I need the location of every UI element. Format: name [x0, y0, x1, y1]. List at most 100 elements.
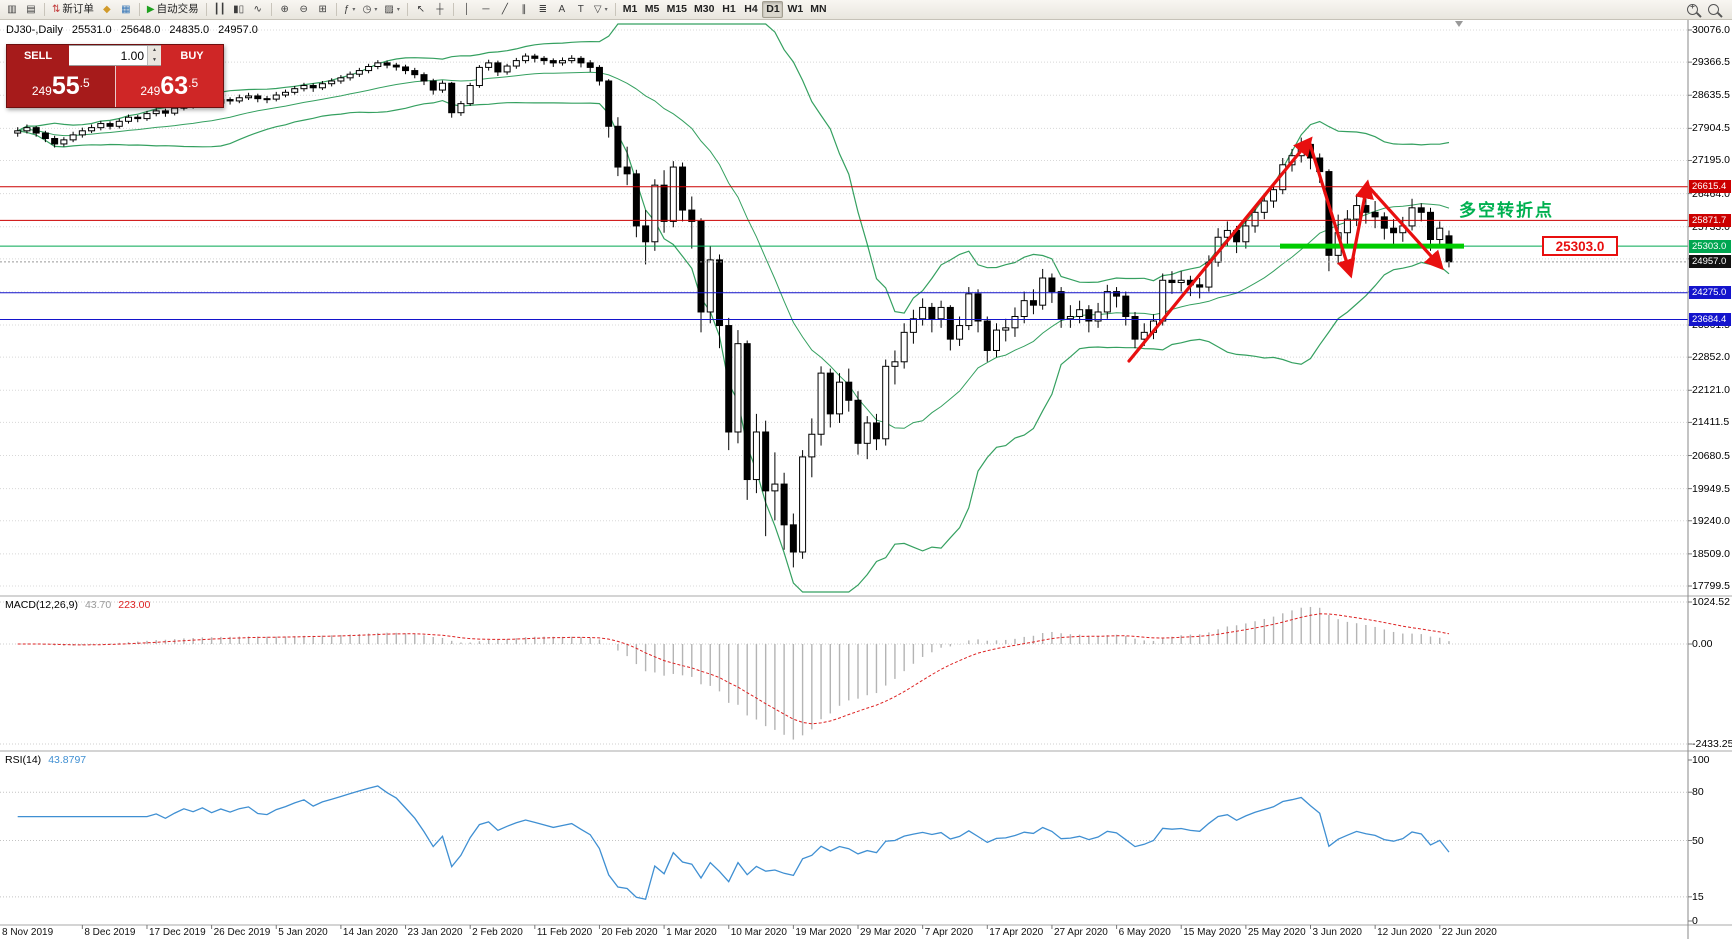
fibonacci-icon-glyph: ≣ — [538, 3, 548, 15]
vertical-line-icon[interactable]: │ — [458, 1, 476, 18]
candle-body — [522, 55, 530, 62]
price-scale-label: 19949.5 — [1692, 482, 1730, 495]
trend-arrow[interactable] — [1127, 136, 1313, 363]
periods-icon-glyph: ◷ — [362, 3, 372, 15]
level-price-box: 25871.7 — [1689, 213, 1731, 227]
bar-chart-icon[interactable]: ┃┃ — [211, 1, 229, 18]
candle-body — [1251, 211, 1259, 227]
price-scale-label: 28635.5 — [1692, 89, 1730, 102]
cursor-icon[interactable]: ↖ — [412, 1, 430, 18]
candle-body — [1242, 225, 1250, 243]
periods-icon[interactable]: ◷ ▾ — [360, 1, 381, 18]
candle-body — [69, 134, 77, 141]
candle-body — [965, 293, 973, 327]
candle-body — [1122, 295, 1130, 318]
candle-body — [1177, 279, 1185, 284]
tf-d1-button[interactable]: D1 — [762, 1, 784, 18]
candle-body — [438, 82, 446, 91]
turning-point-annotation[interactable]: 多空转折点 — [1459, 201, 1554, 220]
chart-high-value: 25648.0 — [120, 24, 161, 36]
magnifier-icon[interactable] — [1708, 4, 1719, 15]
arrows-icon[interactable]: ▽ ▾ — [591, 1, 611, 18]
candle-body — [956, 325, 964, 340]
candle-body — [919, 306, 927, 320]
channel-icon[interactable]: ∥ — [515, 1, 533, 18]
candle-body — [937, 306, 945, 320]
toolbar-items: ▥ ▤ ⇅ 新订单 ◆ ▦ ▶ 自动交易 ┃┃ ▮▯ ∿ ⊕ ⊖ ⊞ ƒ ▾ ◷ ▾ ▨ ▾ ↖ ┼ │ ─ ╱ ∥ ≣ A T ▽ ▾ M1… — [3, 1, 830, 18]
tf-m1-button[interactable]: M1 — [620, 1, 641, 18]
line-chart-icon[interactable]: ∿ — [249, 1, 267, 18]
indicators-icon-glyph: ƒ — [343, 3, 350, 15]
new-order-button-glyph: ⇅ — [52, 3, 61, 15]
fibonacci-icon[interactable]: ≣ — [534, 1, 552, 18]
tf-mn-button[interactable]: MN — [807, 1, 829, 18]
price-callout[interactable]: 25303.0 — [1542, 236, 1618, 256]
candle-body — [1066, 316, 1074, 320]
candle-body — [1417, 207, 1425, 213]
price-scale-label: 22852.0 — [1692, 351, 1730, 364]
chart-symbol-period: DJ30-,Daily — [6, 24, 63, 36]
candle-body — [540, 57, 548, 62]
candle-body — [309, 85, 317, 89]
candle-body — [281, 91, 289, 96]
buy-button[interactable]: BUY — [161, 45, 223, 66]
new-order-button[interactable]: ⇅ 新订单 — [49, 1, 97, 18]
toolbar-separator — [205, 3, 207, 16]
sell-price-suffix: .5 — [79, 75, 90, 90]
mql-community-icon[interactable]: ◆ — [98, 1, 116, 18]
tf-h1-button[interactable]: H1 — [718, 1, 739, 18]
horizontal-line-icon-glyph: ─ — [482, 3, 490, 15]
date-axis-label: 17 Apr 2020 — [989, 927, 1044, 938]
tile-windows-icon[interactable]: ⊞ — [314, 1, 332, 18]
candle-body — [300, 85, 308, 90]
sell-button[interactable]: SELL — [7, 45, 69, 66]
buy-price-button[interactable]: 249 63 .5 — [115, 66, 223, 107]
tf-m15-button[interactable]: M15 — [664, 1, 690, 18]
text-icon[interactable]: A — [553, 1, 571, 18]
tf-m5-button[interactable]: M5 — [642, 1, 663, 18]
rsi-scale-label: 50 — [1692, 834, 1704, 847]
candle-body — [891, 361, 899, 367]
candle-body — [928, 306, 936, 320]
new-chart-icon-glyph: ▥ — [7, 3, 17, 15]
candle-body — [1048, 277, 1056, 293]
trend-arrow[interactable] — [1348, 179, 1374, 275]
zoom-in-icon[interactable]: ⊕ — [276, 1, 294, 18]
templates-icon[interactable]: ▨ ▾ — [381, 1, 402, 18]
candle-body — [1380, 216, 1388, 229]
candle-body — [1390, 227, 1398, 234]
price-scale-label: 17799.5 — [1692, 580, 1730, 592]
profiles-icon[interactable]: ▤ — [22, 1, 40, 18]
tf-m30-button[interactable]: M30 — [691, 1, 717, 18]
autotrading-button[interactable]: ▶ 自动交易 — [144, 1, 202, 18]
search-icon[interactable]: + — [1687, 3, 1698, 15]
indicators-icon[interactable]: ƒ ▾ — [341, 1, 359, 18]
new-chart-icon[interactable]: ▥ — [3, 1, 21, 18]
trendline-icon[interactable]: ╱ — [496, 1, 514, 18]
sell-price-button[interactable]: 249 55 .5 — [7, 66, 116, 107]
market-watch-icon[interactable]: ▦ — [117, 1, 135, 18]
horizontal-line-icon[interactable]: ─ — [477, 1, 495, 18]
tf-h4-button[interactable]: H4 — [740, 1, 761, 18]
buy-price-big-digits: 63 — [160, 72, 189, 100]
candle-body — [245, 95, 253, 99]
volume-field[interactable]: 1.00 ▲ ▼ — [69, 45, 161, 66]
candle-body — [660, 184, 668, 222]
volume-decrease-button[interactable]: ▼ — [148, 55, 161, 65]
candle-body — [51, 138, 59, 145]
candlestick-chart-icon[interactable]: ▮▯ — [230, 1, 248, 18]
volume-increase-button[interactable]: ▲ — [148, 46, 161, 56]
zoom-out-icon[interactable]: ⊖ — [295, 1, 313, 18]
macd-scale-label: 0.00 — [1692, 638, 1713, 650]
bollinger-middle-band — [17, 71, 1450, 429]
tf-w1-button[interactable]: W1 — [784, 1, 806, 18]
date-axis-label: 29 Mar 2020 — [860, 927, 917, 938]
trend-arrow[interactable] — [1365, 183, 1444, 271]
candle-body — [503, 65, 511, 73]
label-icon[interactable]: T — [572, 1, 590, 18]
trend-arrow[interactable] — [1307, 139, 1356, 279]
crosshair-icon[interactable]: ┼ — [431, 1, 449, 18]
macd-main-value: 43.70 — [84, 599, 112, 611]
volume-value[interactable]: 1.00 — [120, 49, 144, 63]
